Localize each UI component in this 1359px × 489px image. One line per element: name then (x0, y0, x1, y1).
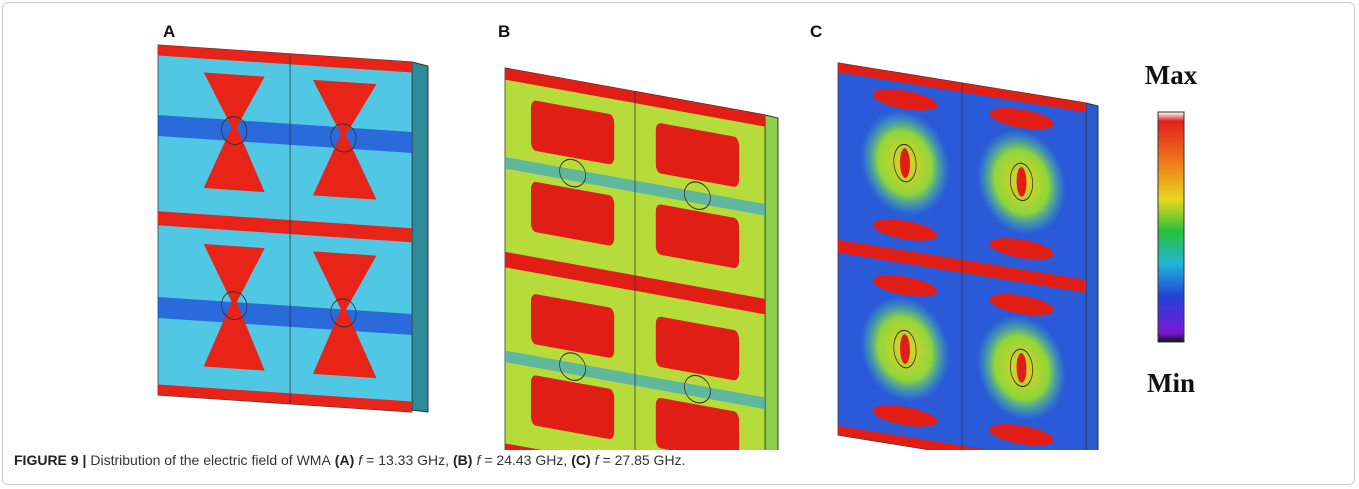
caption-var: f (358, 452, 362, 468)
caption-value: = 24.43 GHz, (484, 452, 567, 468)
caption-value: = 13.33 GHz, (366, 452, 449, 468)
panel-side (765, 115, 778, 450)
caption-label: FIGURE 9 | (14, 452, 86, 468)
caption-text: Distribution of the electric field of WM… (90, 452, 330, 468)
caption: FIGURE 9 |Distribution of the electric f… (14, 452, 689, 468)
panel-label: B (498, 22, 510, 41)
colorbar (1158, 112, 1184, 342)
caption-value: = 27.85 GHz. (603, 452, 686, 468)
caption-tag: (B) (453, 452, 472, 468)
caption-tag: (A) (335, 452, 354, 468)
panel-side (1086, 103, 1098, 450)
caption-var: f (595, 452, 599, 468)
figure-art: A B C Max Min (0, 0, 1359, 450)
panel-label: A (163, 22, 175, 41)
colorbar-max: Max (1145, 60, 1198, 90)
panel-label: C (810, 22, 822, 41)
panel-side (412, 62, 428, 412)
figure: A B C Max Min FIGURE 9 |Distribution of … (0, 0, 1359, 489)
caption-tag: (C) (571, 452, 590, 468)
panel-a (158, 45, 412, 412)
panel-b (505, 68, 765, 450)
panel-c (838, 63, 1086, 450)
colorbar-min: Min (1147, 368, 1195, 398)
caption-var: f (476, 452, 480, 468)
